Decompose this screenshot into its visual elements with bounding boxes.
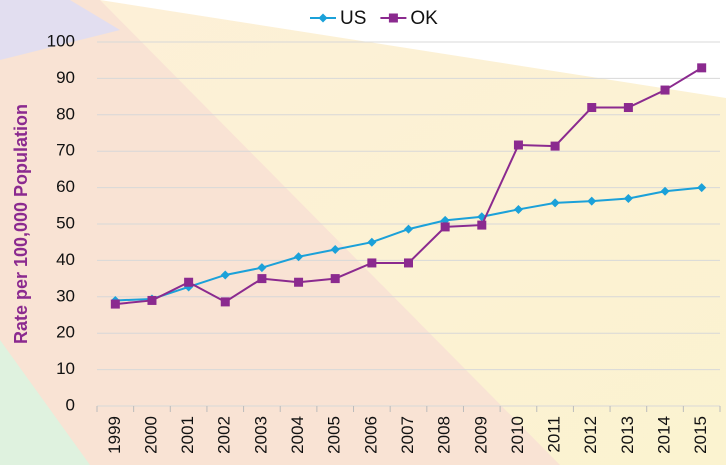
point xyxy=(257,274,266,283)
y-tick-label: 100 xyxy=(47,31,75,50)
point xyxy=(477,221,486,230)
point xyxy=(221,297,230,306)
y-tick-label: 20 xyxy=(56,323,75,342)
x-tick-label: 2007 xyxy=(398,416,417,454)
y-tick-label: 70 xyxy=(56,141,75,160)
x-tick-label: 2000 xyxy=(141,416,160,454)
point xyxy=(697,63,706,72)
y-tick-label: 40 xyxy=(56,250,75,269)
x-tick-label: 2003 xyxy=(251,416,270,454)
point xyxy=(404,258,413,267)
legend-label: US xyxy=(340,8,366,29)
x-tick-label: 2001 xyxy=(178,416,197,454)
chart: Rate per 100,000 Population 0 10 20 30 40 50 6… xyxy=(0,0,726,465)
x-tick-label: 2008 xyxy=(435,416,454,454)
y-tick-label: 0 xyxy=(66,395,75,414)
x-tick-label: 2002 xyxy=(215,416,234,454)
y-tick-label: 10 xyxy=(56,359,75,378)
x-tick-label: 2014 xyxy=(655,416,674,454)
point xyxy=(661,86,670,95)
y-tick-label: 30 xyxy=(56,286,75,305)
y-tick-label: 50 xyxy=(56,213,75,232)
x-tick-label: 2012 xyxy=(581,416,600,454)
y-tick-label: 60 xyxy=(56,177,75,196)
point xyxy=(514,141,523,150)
x-tick-label: 2006 xyxy=(361,416,380,454)
legend-label: OK xyxy=(410,8,438,29)
legend-marker xyxy=(389,14,398,23)
y-tick-label: 90 xyxy=(56,68,75,87)
point xyxy=(441,222,450,231)
point xyxy=(587,103,596,112)
point xyxy=(147,296,156,305)
x-tick-label: 2010 xyxy=(508,416,527,454)
x-tick-label: 2015 xyxy=(691,416,710,454)
x-tick-label: 2005 xyxy=(325,416,344,454)
page: {"chart_data": {"type": "line", "categor… xyxy=(0,0,726,465)
point xyxy=(184,278,193,287)
point xyxy=(111,300,120,309)
point xyxy=(294,278,303,287)
x-tick-label: 2011 xyxy=(545,416,564,453)
y-axis-label: Rate per 100,000 Population xyxy=(11,104,31,344)
x-tick-label: 2004 xyxy=(288,416,307,454)
point xyxy=(331,274,340,283)
point xyxy=(551,142,560,151)
x-tick-label: 1999 xyxy=(105,416,124,454)
x-tick-label: 2009 xyxy=(471,416,490,454)
y-tick-label: 80 xyxy=(56,104,75,123)
point xyxy=(367,258,376,267)
x-tick-label: 2013 xyxy=(618,416,637,454)
point xyxy=(624,103,633,112)
